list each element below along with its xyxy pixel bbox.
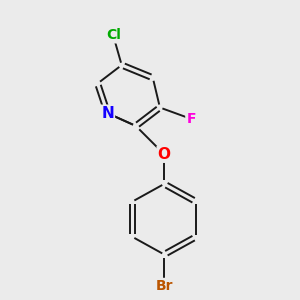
Text: O: O [158,147,171,162]
Text: F: F [186,112,196,126]
Text: Br: Br [155,279,173,293]
Text: N: N [101,106,114,121]
Text: Cl: Cl [106,28,121,42]
